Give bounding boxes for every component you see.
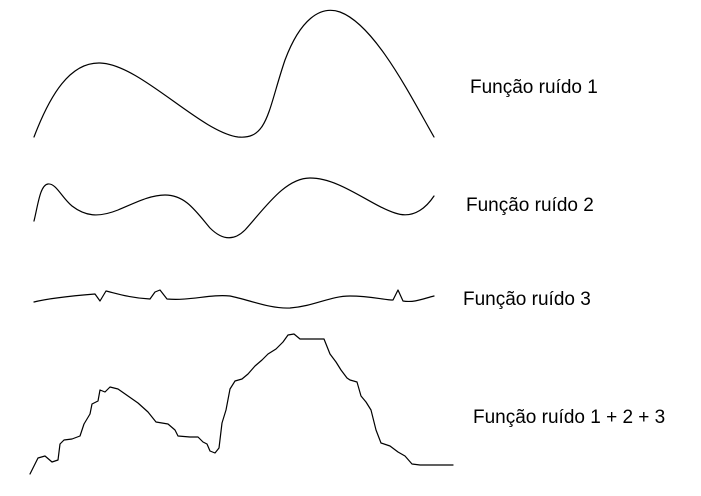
label-noise-1: Função ruído 1 [470, 77, 598, 98]
label-noise-sum: Função ruído 1 + 2 + 3 [473, 407, 666, 428]
noise-curve-3 [33, 289, 435, 309]
label-noise-2: Função ruído 2 [466, 195, 594, 216]
noise-curve-1 [33, 9, 435, 138]
noise-curve-2 [33, 177, 435, 239]
label-noise-3: Função ruído 3 [463, 289, 591, 310]
noise-sum-curve [29, 333, 454, 475]
